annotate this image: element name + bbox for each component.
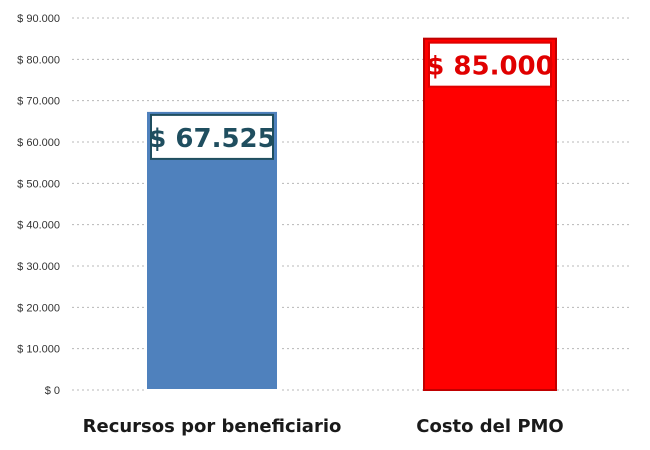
data-label: $ 67.525 [148,124,275,154]
y-tick-label: $ 20.000 [17,302,60,314]
data-label: $ 85.000 [426,52,553,82]
y-tick-label: $ 30.000 [17,261,60,273]
data-labels: $ 67.525 $ 85.000 [148,41,554,160]
y-tick-label: $ 90.000 [17,13,60,25]
bars [145,37,557,392]
data-label-box [150,113,274,160]
bar-costo-del-pmo [423,37,557,392]
y-tick-label: $ 50.000 [17,178,60,190]
y-tick-label: $ 0 [45,385,60,397]
category-label: Costo del PMO [416,416,563,437]
x-axis-categories: Recursos por beneficiario Costo del PMO [83,416,564,437]
category-label: Recursos por beneficiario [83,416,342,437]
data-label-box [428,41,552,88]
y-tick-label: $ 10.000 [17,344,60,356]
y-tick-label: $ 40.000 [17,220,60,232]
y-axis-ticks: $ 0 $ 10.000 $ 20.000 $ 30.000 $ 40.000 $ 50.… [17,13,60,397]
y-tick-label: $ 80.000 [17,54,60,66]
y-tick-label: $ 70.000 [17,96,60,108]
y-tick-label: $ 60.000 [17,137,60,149]
